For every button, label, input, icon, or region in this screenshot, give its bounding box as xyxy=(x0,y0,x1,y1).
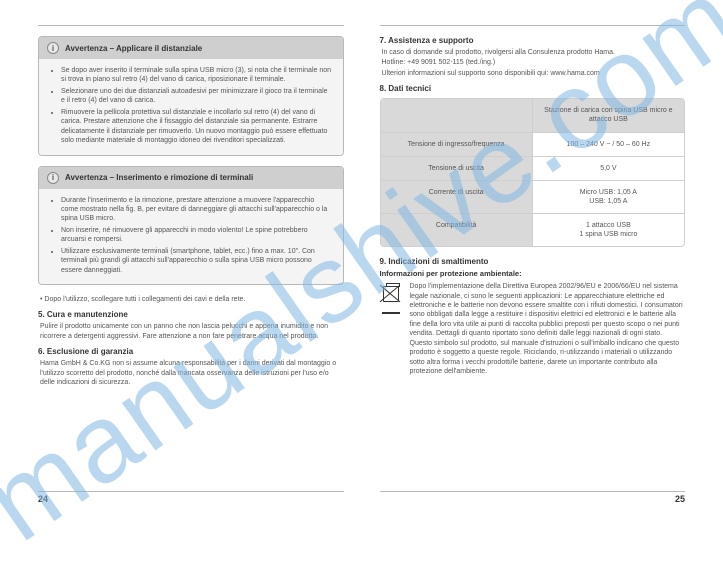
page-left: i Avvertenza – Applicare il distanziale … xyxy=(20,25,362,504)
spec-value: 5,0 V xyxy=(533,156,684,180)
section-heading-9: 9. Indicazioni di smaltimento xyxy=(380,257,686,266)
warning-item: Durante l'inserimento e la rimozione, pr… xyxy=(61,196,333,224)
weee-bin-icon xyxy=(380,282,402,310)
warning-body-2: Durante l'inserimento e la rimozione, pr… xyxy=(39,189,343,285)
table-row: Tensione di ingresso/frequenza 100 – 240… xyxy=(381,132,685,156)
warning-title-1: Avvertenza – Applicare il distanziale xyxy=(65,44,202,53)
section-subheading-9: Informazioni per protezione ambientale: xyxy=(380,269,686,278)
warning-item: Non inserire, né rimuovere gli apparecch… xyxy=(61,226,333,245)
spec-label: Compatibilità xyxy=(381,213,533,246)
section-heading-6: 6. Esclusione di garanzia xyxy=(38,347,344,356)
warning-body-1: Se dopo aver inserito il terminale sulla… xyxy=(39,59,343,155)
spec-value: Stazione di carica con spina USB micro e… xyxy=(533,99,684,131)
body-text: Hotline: +49 9091 502-115 (ted./ing.) xyxy=(380,58,686,67)
page-right: 7. Assistenza e supporto In caso di doma… xyxy=(362,25,704,504)
section-heading-5: 5. Cura e manutenzione xyxy=(38,310,344,319)
warning-item: Se dopo aver inserito il terminale sulla… xyxy=(61,66,333,85)
footer-left xyxy=(38,483,344,494)
body-text: In caso di domande sul prodotto, rivolge… xyxy=(380,48,686,57)
warning-item: Selezionare uno dei due distanziali auto… xyxy=(61,87,333,106)
info-icon: i xyxy=(47,42,59,54)
footer-right xyxy=(380,483,686,494)
warning-header-1: i Avvertenza – Applicare il distanziale xyxy=(39,37,343,59)
warning-box-1: i Avvertenza – Applicare il distanziale … xyxy=(38,36,344,156)
warning-item: Rimuovere la pellicola protettiva sul di… xyxy=(61,108,333,146)
spec-label: Tensione di uscita xyxy=(381,156,533,180)
table-row: Corrente di uscita Micro USB: 1,05 A USB… xyxy=(381,180,685,213)
warning-title-2: Avvertenza – Inserimento e rimozione di … xyxy=(65,173,253,182)
spec-label: Corrente di uscita xyxy=(381,180,533,213)
page-number-right: 25 xyxy=(675,494,685,504)
divider xyxy=(38,491,344,492)
spec-value: 1 attacco USB 1 spina USB micro xyxy=(533,213,684,246)
divider xyxy=(380,491,686,492)
table-row: Stazione di carica con spina USB micro e… xyxy=(381,99,685,131)
info-icon: i xyxy=(47,172,59,184)
divider xyxy=(380,25,686,26)
body-text: Ulteriori informazioni sul supporto sono… xyxy=(380,69,686,78)
section-heading-8: 8. Dati tecnici xyxy=(380,84,686,93)
body-text: Hama GmbH & Co.KG non si assume alcuna r… xyxy=(38,359,344,387)
warning-item: Utilizzare esclusivamente terminali (sma… xyxy=(61,247,333,275)
table-row: Tensione di uscita 5,0 V xyxy=(381,156,685,180)
section-heading-7: 7. Assistenza e supporto xyxy=(380,36,686,45)
spec-value: Micro USB: 1,05 A USB: 1,05 A xyxy=(533,180,684,213)
warning-header-2: i Avvertenza – Inserimento e rimozione d… xyxy=(39,167,343,189)
table-row: Compatibilità 1 attacco USB 1 spina USB … xyxy=(381,213,685,246)
spec-table: Stazione di carica con spina USB micro e… xyxy=(380,98,686,247)
spec-label: Tensione di ingresso/frequenza xyxy=(381,132,533,156)
divider xyxy=(38,25,344,26)
page-number-left: 24 xyxy=(38,494,48,504)
warning-box-2: i Avvertenza – Inserimento e rimozione d… xyxy=(38,166,344,286)
weee-block: Dopo l'implementazione della Direttiva E… xyxy=(380,282,686,376)
body-text: Pulire il prodotto unicamente con un pan… xyxy=(38,322,344,341)
page-spread: i Avvertenza – Applicare il distanziale … xyxy=(0,0,723,519)
body-text: Dopo l'utilizzo, scollegare tutti i coll… xyxy=(38,295,344,304)
spec-value: 100 – 240 V ~ / 50 – 60 Hz xyxy=(533,132,684,156)
weee-text: Dopo l'implementazione della Direttiva E… xyxy=(410,282,686,376)
spec-label xyxy=(381,99,533,131)
